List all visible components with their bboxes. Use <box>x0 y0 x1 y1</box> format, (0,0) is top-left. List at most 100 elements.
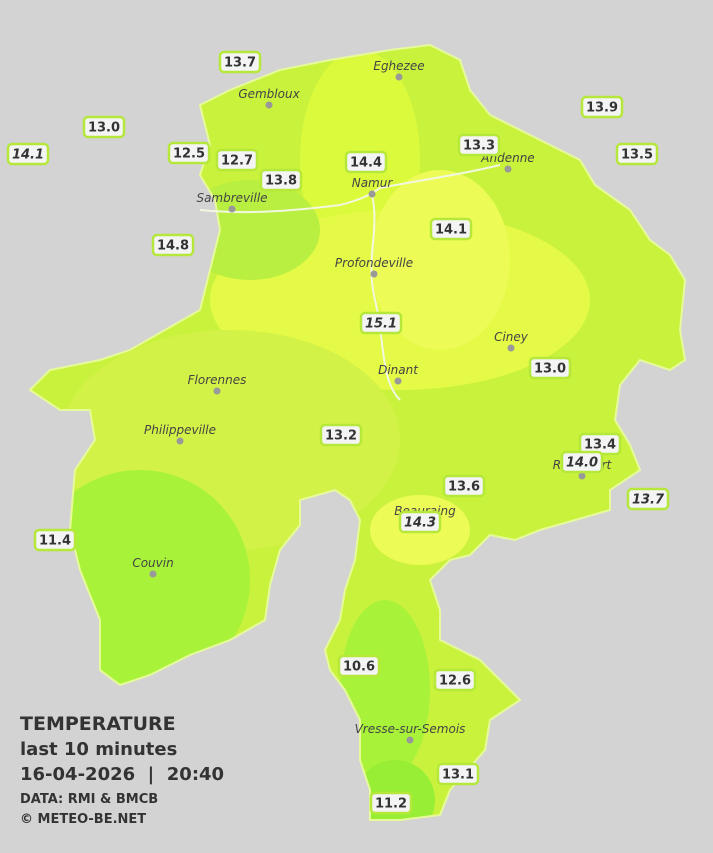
station-box <box>398 510 442 534</box>
station: 14.1 <box>6 142 50 166</box>
station-box <box>337 654 381 678</box>
station: 11.4 <box>33 528 77 552</box>
city-label: Profondeville <box>335 256 413 270</box>
station-box <box>626 487 670 511</box>
legend: TEMPERATURE last 10 minutes 16-04-2026 |… <box>20 713 224 827</box>
city-dot <box>265 101 273 109</box>
station-box <box>457 133 501 157</box>
station: 13.6 <box>442 474 486 498</box>
station-box <box>215 148 259 172</box>
city-dot <box>368 190 376 198</box>
station-value: 14.8 <box>157 239 189 254</box>
station-box <box>344 150 388 174</box>
city-dot <box>149 570 157 578</box>
station-value: 12.7 <box>221 154 253 169</box>
station-box <box>442 474 486 498</box>
station: 14.4 <box>344 150 388 174</box>
city-dot <box>507 344 515 352</box>
station: 13.7 <box>218 50 262 74</box>
station-box <box>433 668 477 692</box>
city-label: Sambreville <box>196 191 267 205</box>
station: 13.7 <box>626 487 670 511</box>
station-box <box>259 168 303 192</box>
city-label: Ciney <box>494 330 529 344</box>
city-label: Dinant <box>378 363 419 377</box>
city-label: Vresse-sur-Semois <box>355 722 466 736</box>
station-box <box>33 528 77 552</box>
station: 13.5 <box>615 142 659 166</box>
station: 13.0 <box>82 115 126 139</box>
cities: EghezeeGemblouxAndenneNamurSambrevillePr… <box>132 59 613 744</box>
city-label: Namur <box>352 176 394 190</box>
city-label: Philippeville <box>144 423 216 437</box>
city-label: Eghezee <box>373 59 424 73</box>
station: 13.9 <box>580 95 624 119</box>
station-box <box>167 141 211 165</box>
station-value: 13.8 <box>265 174 297 189</box>
station-value: 14.4 <box>350 156 382 171</box>
station-value: 12.5 <box>173 147 205 162</box>
station-value: 13.7 <box>632 493 665 508</box>
station-box <box>560 450 604 474</box>
station-value: 13.1 <box>442 768 474 783</box>
station-box <box>319 423 363 447</box>
river <box>199 164 501 401</box>
station-box <box>6 142 50 166</box>
city-label: Couvin <box>132 556 173 570</box>
city-dot <box>228 205 236 213</box>
station-box <box>429 217 473 241</box>
city-dot <box>370 270 378 278</box>
station: 11.2 <box>369 791 413 815</box>
station-box <box>369 791 413 815</box>
station-box <box>82 115 126 139</box>
city-dot <box>504 165 512 173</box>
station: 12.7 <box>215 148 259 172</box>
station-box <box>436 762 480 786</box>
station-value: 13.5 <box>621 148 653 163</box>
station-box <box>218 50 262 74</box>
station-value: 13.0 <box>534 362 566 377</box>
station-value: 13.0 <box>88 121 120 136</box>
station: 10.6 <box>337 654 381 678</box>
station-value: 13.2 <box>325 429 357 444</box>
station-value: 13.6 <box>448 480 480 495</box>
stations: 13.7 13.0 14.1 12.5 12.7 13.8 14.4 13.3 13.9 13.5… <box>6 50 670 815</box>
legend-title: TEMPERATURE <box>20 713 176 735</box>
station: 13.3 <box>457 133 501 157</box>
station: 14.0 <box>560 450 604 474</box>
city-dot <box>394 377 402 385</box>
station-box <box>359 311 403 335</box>
station: 12.5 <box>167 141 211 165</box>
station-value: 13.7 <box>224 56 256 71</box>
station-value: 14.3 <box>404 516 436 531</box>
station-box <box>615 142 659 166</box>
station: 13.0 <box>528 356 572 380</box>
city-dot <box>395 73 403 81</box>
station: 12.6 <box>433 668 477 692</box>
station: 13.1 <box>436 762 480 786</box>
legend-subtitle: last 10 minutes <box>20 739 177 760</box>
station-value: 13.3 <box>463 139 495 154</box>
city-label: Gembloux <box>238 87 300 101</box>
station: 14.8 <box>151 233 195 257</box>
station: 14.1 <box>429 217 473 241</box>
station: 13.4 <box>578 432 622 456</box>
legend-timestamp: 16-04-2026 | 20:40 <box>20 764 224 785</box>
station: 15.1 <box>359 311 403 335</box>
station-value: 13.9 <box>586 101 618 116</box>
station: 13.2 <box>319 423 363 447</box>
station-value: 15.1 <box>365 317 397 332</box>
station: 14.3 <box>398 510 442 534</box>
station-value: 10.6 <box>343 660 375 675</box>
city-dot <box>176 437 184 445</box>
station: 13.8 <box>259 168 303 192</box>
station-value: 14.1 <box>12 148 44 163</box>
city-dot <box>578 472 586 480</box>
station-value: 11.2 <box>375 797 407 812</box>
station-value: 14.1 <box>435 223 467 238</box>
city-dot <box>406 736 414 744</box>
legend-copyright: © METEO-BE.NET <box>20 812 146 827</box>
station-value: 14.0 <box>566 456 598 471</box>
